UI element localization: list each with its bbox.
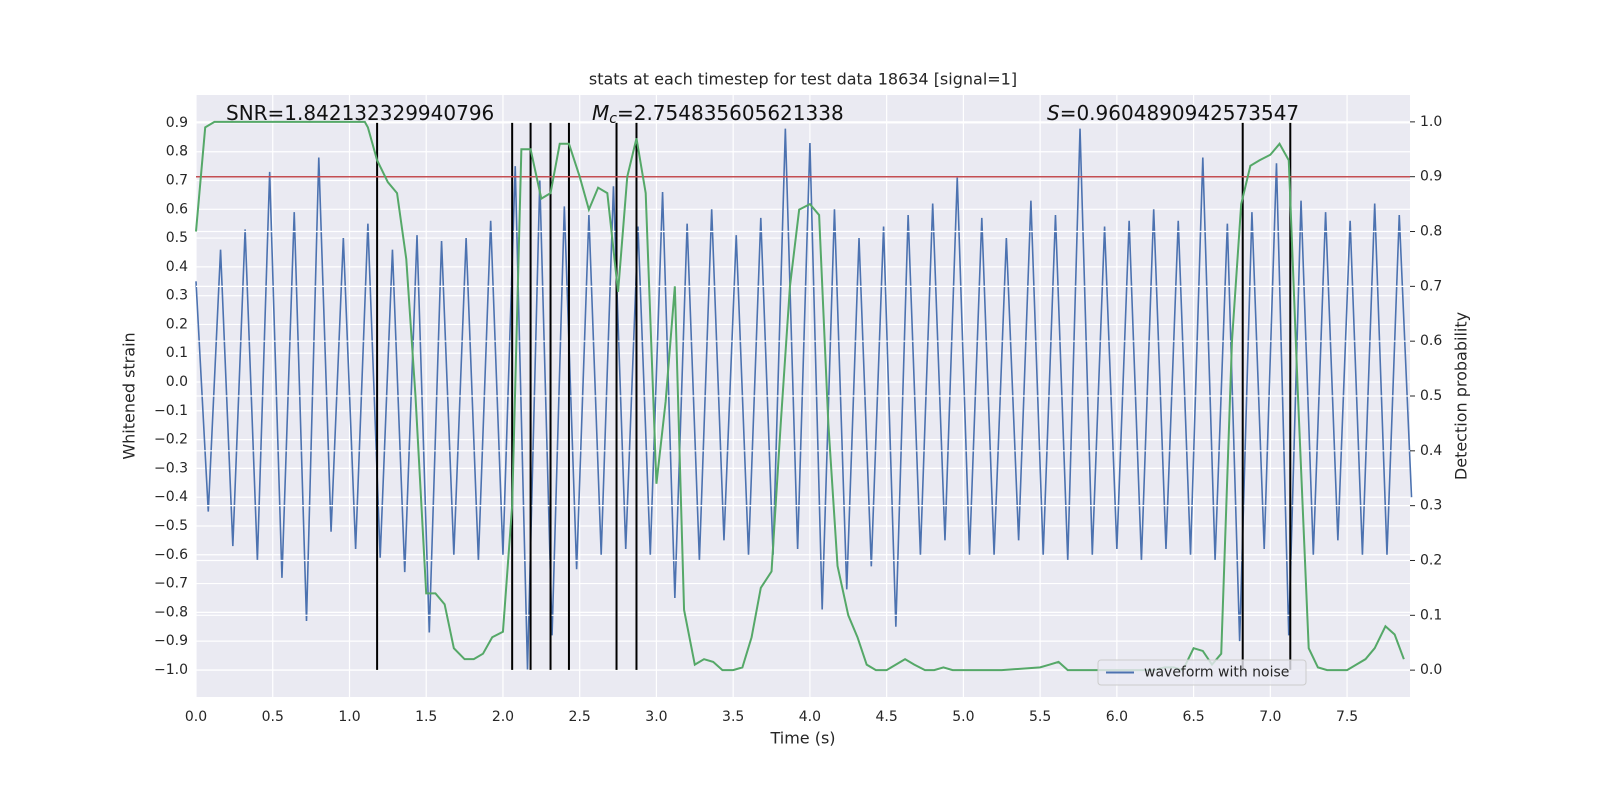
x-tick-label: 5.0	[952, 709, 974, 725]
x-tick-label: 2.0	[492, 709, 514, 725]
y2-tick-label: 0.0	[1420, 662, 1442, 678]
series-line	[195, 120, 1405, 672]
y2-axis-label: Detection probability	[1452, 312, 1471, 480]
y-tick-label: 0.5	[166, 230, 188, 246]
annotation-text: =0.9604890942573547	[1060, 101, 1299, 125]
y2-tick-label: 0.3	[1420, 498, 1442, 514]
y-tick-label: −0.2	[154, 432, 188, 448]
y2-tick-label: 0.5	[1420, 388, 1442, 404]
y-tick-label: 0.4	[166, 259, 188, 275]
y2-tick-label: 0.1	[1420, 607, 1442, 623]
x-tick-label: 1.5	[415, 709, 437, 725]
y-tick-label: −0.4	[154, 489, 188, 505]
y2-tick-label: 0.4	[1420, 443, 1442, 459]
x-tick-label: 0.5	[262, 709, 284, 725]
x-tick-label: 5.5	[1029, 709, 1051, 725]
labels: 0.0 0.5 1.0 1.5 2.0 2.5 3.0 3.5 4.0 4.5 5.0 5.5 6.0 6…	[154, 101, 1442, 726]
annotation: SNR=1.842132329940796	[226, 101, 494, 125]
x-axis-label: Time (s)	[769, 729, 835, 748]
annotation-symbol: M	[592, 101, 609, 125]
x-tick-label: 6.5	[1182, 709, 1204, 725]
y2-tick-label: 0.8	[1420, 224, 1442, 240]
x-tick-label: 0.0	[185, 709, 207, 725]
annotation-text: SNR=1.842132329940796	[226, 101, 494, 125]
y2-tick-label: 0.2	[1420, 552, 1442, 568]
x-tick-label: 4.5	[876, 709, 898, 725]
series-line	[195, 128, 1413, 670]
y-tick-label: 0.6	[166, 201, 188, 217]
y2-tick-label: 0.9	[1420, 169, 1442, 185]
y-tick-label: 0.3	[166, 288, 188, 304]
y-tick-label: −0.1	[154, 403, 188, 419]
y-tick-label: 0.1	[166, 345, 188, 361]
chart-title: stats at each timestep for test data 186…	[589, 70, 1017, 89]
y-tick-label: −0.9	[154, 633, 188, 649]
y-tick-label: −0.3	[154, 460, 188, 476]
y2-tick-label: 0.6	[1420, 333, 1442, 349]
y-tick-label: −0.5	[154, 518, 188, 534]
y-tick-label: 0.8	[166, 144, 188, 160]
annotation-subscript: c	[609, 111, 617, 127]
x-tick-label: 4.0	[799, 709, 821, 725]
y-tick-label: −0.7	[154, 576, 188, 592]
y-tick-label: −1.0	[154, 662, 188, 678]
x-tick-label: 7.5	[1336, 709, 1358, 725]
annotation-text: =2.754835605621338	[617, 101, 844, 125]
annotation: S=0.9604890942573547	[1047, 101, 1299, 125]
y-tick-label: −0.8	[154, 604, 188, 620]
x-tick-label: 1.0	[338, 709, 360, 725]
y-tick-label: 0.0	[166, 374, 188, 390]
legend-label: waveform with noise	[1144, 665, 1289, 681]
y-tick-label: 0.2	[166, 316, 188, 332]
legend-box	[1097, 659, 1307, 686]
y-tick-label: 0.7	[166, 173, 188, 189]
y-tick-label: −0.6	[154, 547, 188, 563]
y2-tick-label: 0.7	[1420, 278, 1442, 294]
annotation: Mc=2.754835605621338	[592, 101, 844, 128]
y2-tick-label: 1.0	[1420, 114, 1442, 130]
y-axis-label: Whitened strain	[120, 332, 139, 459]
x-tick-label: 3.0	[645, 709, 667, 725]
x-tick-label: 3.5	[722, 709, 744, 725]
annotation-symbol: S	[1047, 101, 1060, 125]
x-tick-label: 6.0	[1106, 709, 1128, 725]
y-tick-label: 0.9	[166, 115, 188, 131]
x-tick-label: 2.5	[569, 709, 591, 725]
x-tick-label: 7.0	[1259, 709, 1281, 725]
